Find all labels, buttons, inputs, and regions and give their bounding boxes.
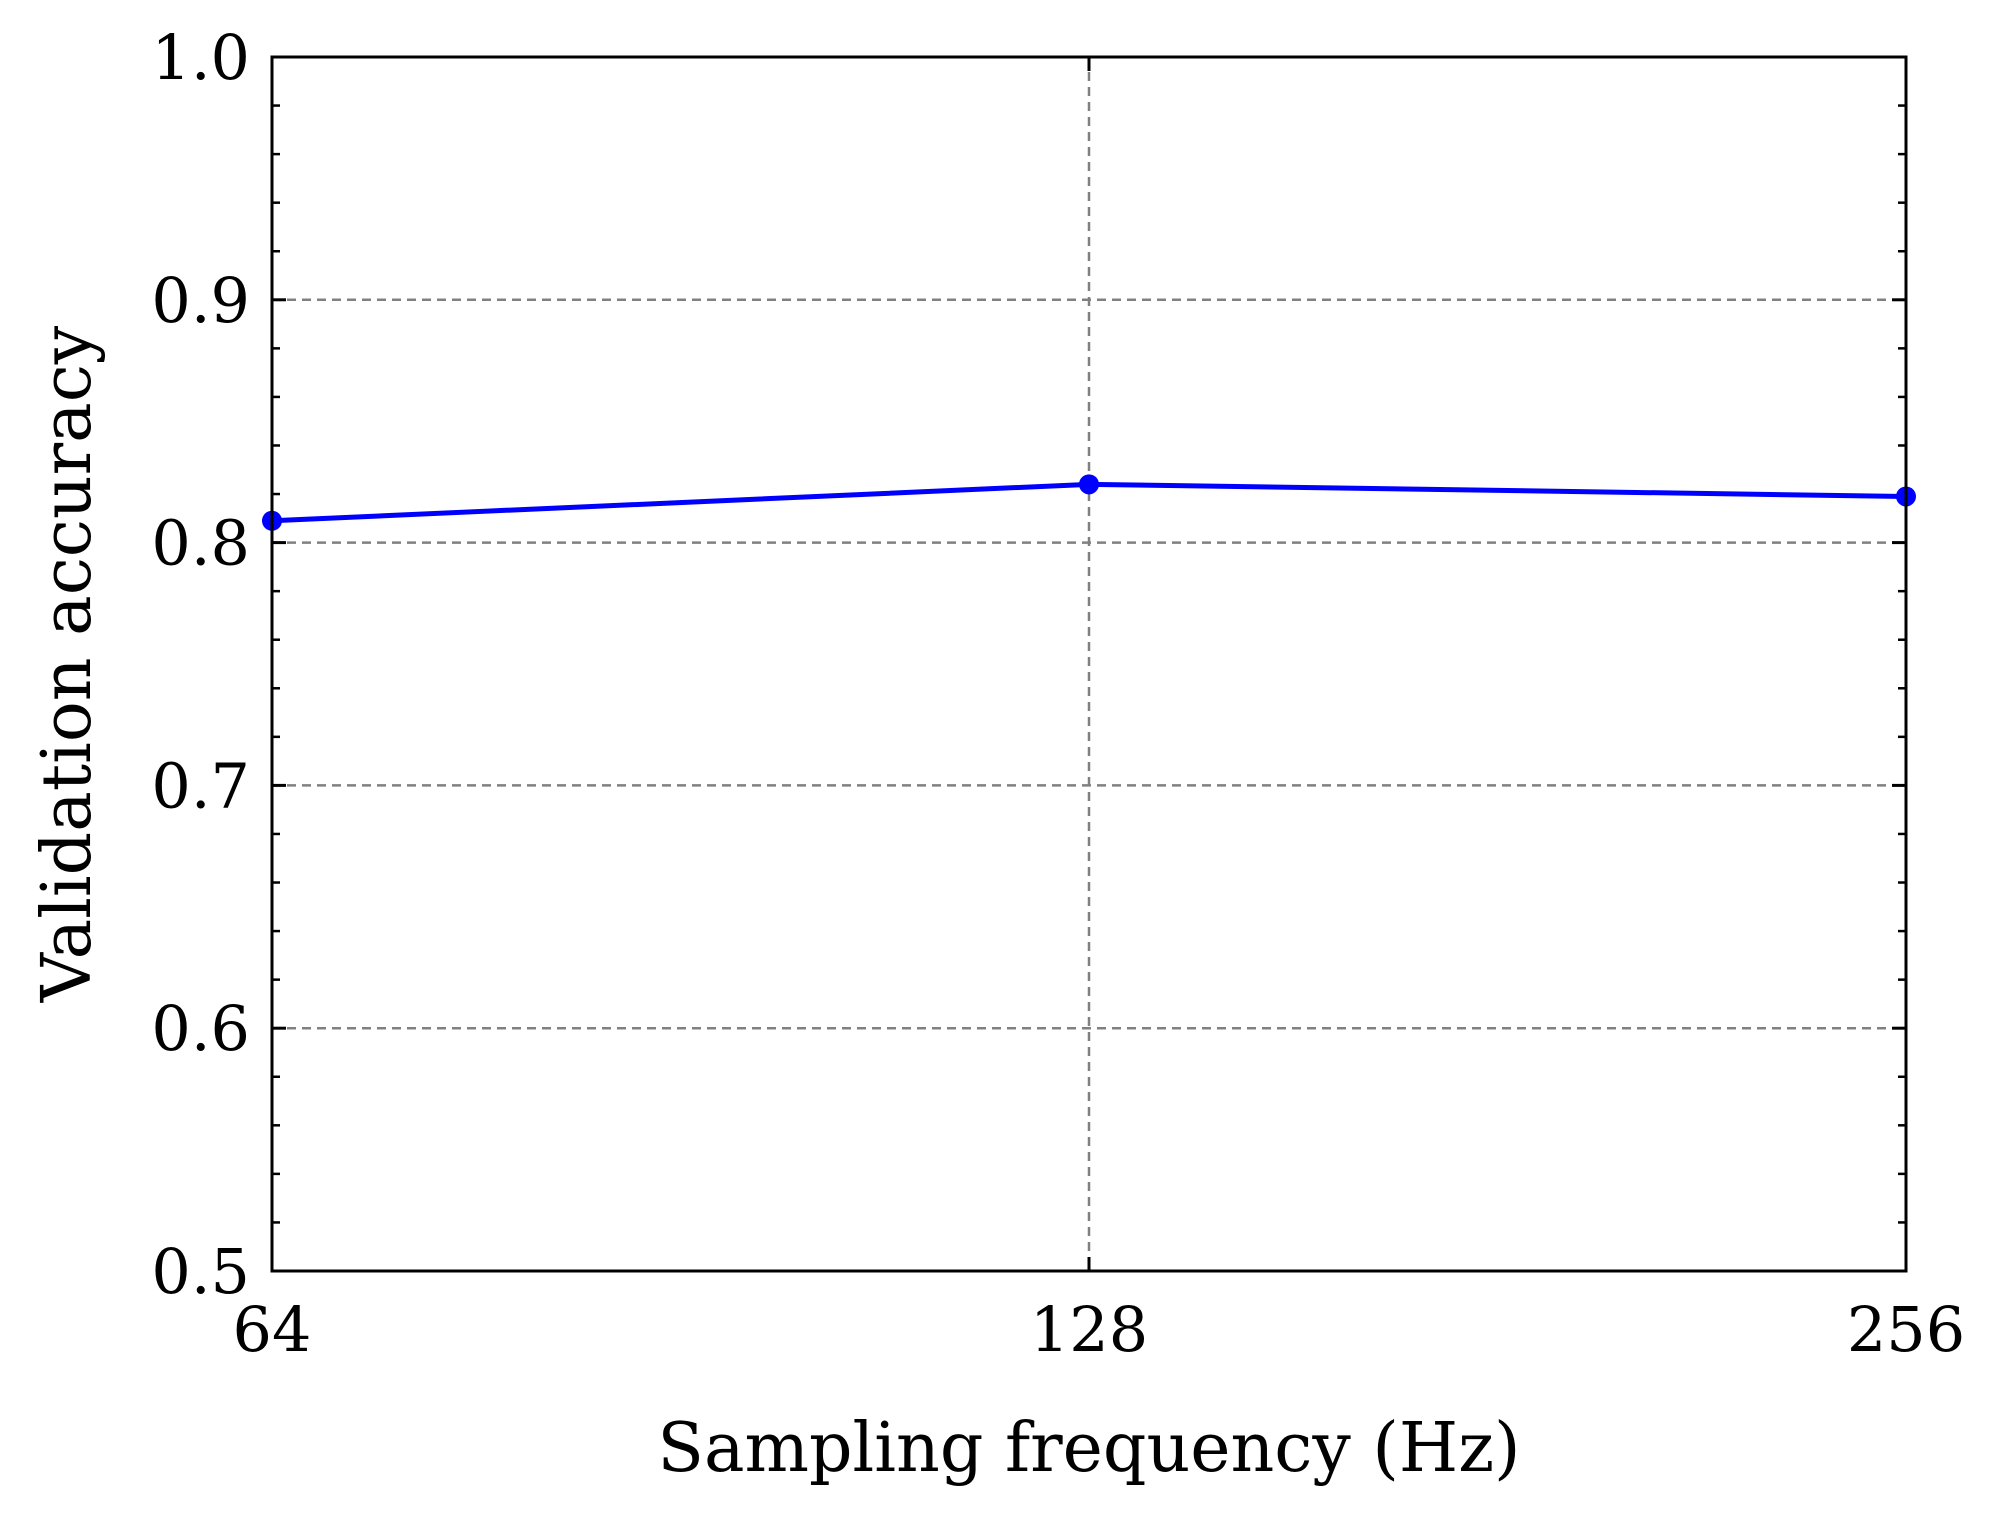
plot-frame (270, 55, 1908, 1273)
y-axis-label: Validation accuracy (28, 325, 107, 1003)
x-tick-labels: 64 128 256 (233, 1293, 1966, 1366)
x-axis-label: Sampling frequency (Hz) (657, 1409, 1520, 1488)
y-tick-label: 0.6 (151, 992, 250, 1065)
y-tick-label: 0.9 (151, 264, 250, 337)
x-tick-label: 64 (233, 1293, 312, 1366)
x-tick-label: 128 (1030, 1293, 1148, 1366)
y-tick-label: 0.5 (151, 1235, 250, 1308)
data-point (1079, 474, 1099, 495)
grid-lines (272, 57, 1906, 1271)
y-tick-labels: 0.5 0.6 0.7 0.8 0.9 1.0 (151, 21, 250, 1308)
x-tick-label: 256 (1847, 1293, 1965, 1366)
y-tick-label: 1.0 (151, 21, 250, 94)
y-tick-label: 0.7 (151, 749, 250, 822)
y-tick-label: 0.8 (151, 507, 250, 580)
